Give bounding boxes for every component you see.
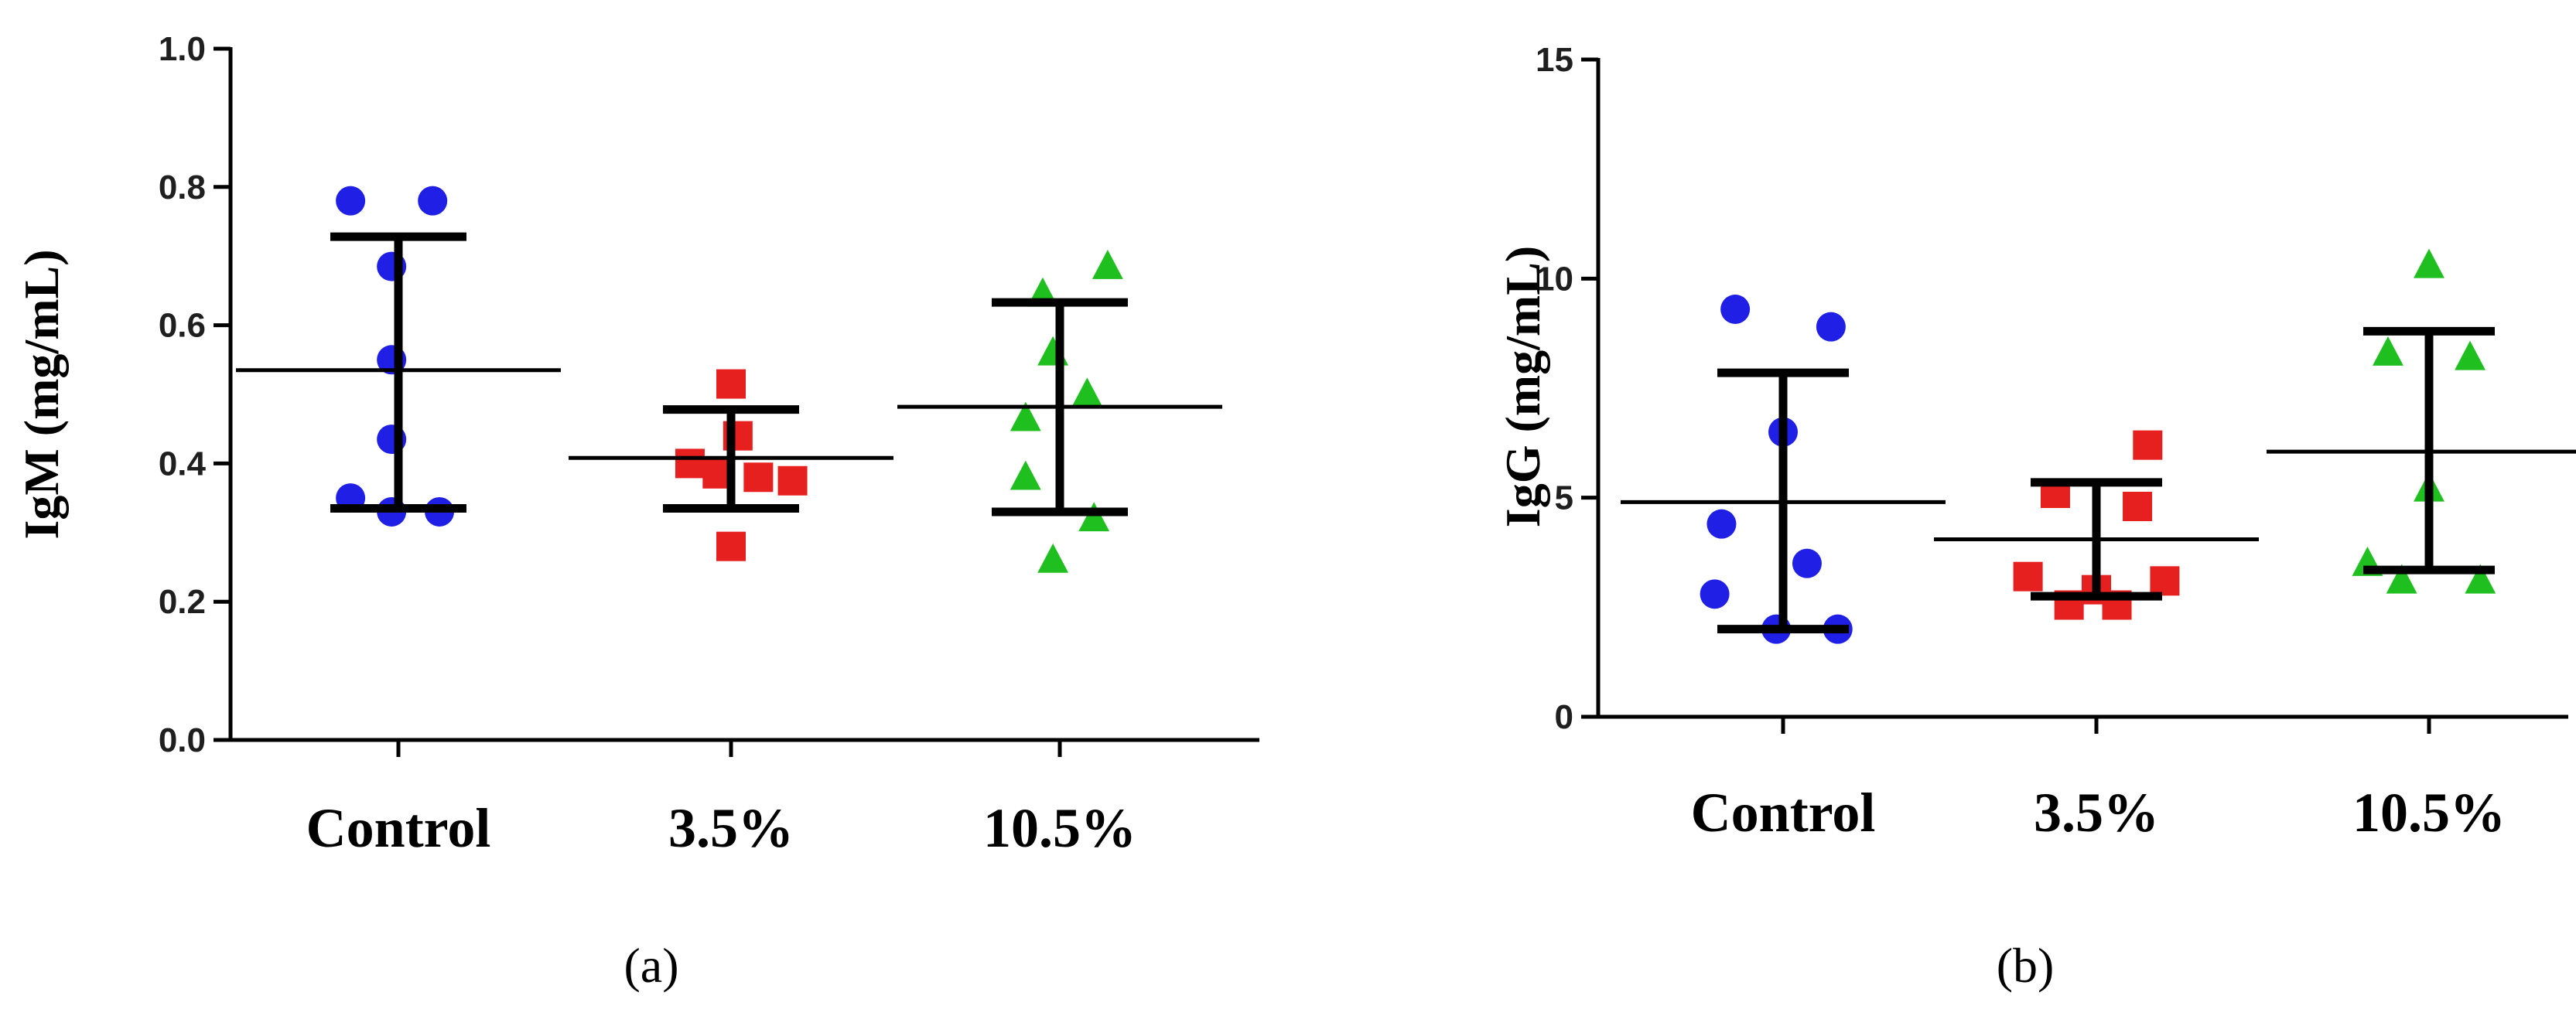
- panel-b-data-point: [1792, 548, 1822, 578]
- panel-b-data-point: [2465, 564, 2496, 594]
- panel-b-y-tick-label: 5: [1555, 479, 1573, 517]
- panel-a-y-tick-label: 0.6: [159, 307, 206, 345]
- panel-b-data-point: [2414, 248, 2444, 278]
- panel-b-data-point: [1720, 295, 1751, 324]
- panel-b-data-point: [2455, 340, 2485, 370]
- panel-a-data-point: [675, 448, 705, 479]
- panel-b-group-2: [1934, 430, 2259, 620]
- panel-b-x-tick-label: 3.5%: [2034, 782, 2159, 844]
- panel-b-data-point: [2373, 336, 2403, 366]
- panel-b-y-tick-label: 15: [1536, 41, 1573, 79]
- panel-b-y-axis-title: IgG (mg/mL): [1495, 246, 1550, 527]
- panel-b-data-point: [1700, 579, 1730, 609]
- panel-a-chart: 0.0 0.2 0.4 0.6 0.8 1.0 Control 3.5% 10.5% IgM (m…: [14, 30, 1259, 993]
- panel-a-data-point: [1078, 502, 1110, 532]
- panel-a-label: (a): [624, 938, 678, 993]
- panel-a-y-tick-label: 0.8: [159, 169, 206, 206]
- panel-a-data-point: [1071, 377, 1103, 407]
- panel-a-group-3: [897, 249, 1222, 573]
- panel-a-data-point: [1010, 460, 1041, 490]
- panel-a-data-point: [336, 186, 366, 216]
- panel-b-group-3: [2267, 248, 2576, 594]
- panel-a-y-tick-label: 1.0: [159, 30, 206, 68]
- panel-b-chart: 0 5 10 15 Control 3.5% 10.5% IgG (mg/mL) (b): [1495, 41, 2576, 993]
- panel-b-label: (b): [1997, 938, 2055, 993]
- panel-a-data-point: [743, 462, 774, 493]
- panel-b-data-point: [2133, 430, 2163, 460]
- panel-a-x-tick-label: 10.5%: [983, 797, 1136, 859]
- panel-a-data-point: [1037, 543, 1069, 573]
- panel-a-data-point: [716, 531, 746, 561]
- panel-a-x-tick-label: Control: [306, 797, 491, 859]
- panel-a-x-tick-label: 3.5%: [668, 797, 794, 859]
- panel-a-group-2: [569, 369, 893, 561]
- panel-a-data-point: [777, 465, 808, 496]
- panel-b-x-tick-label: Control: [1691, 782, 1876, 844]
- panel-b-data-point: [2013, 561, 2043, 592]
- panel-a-y-axis-title: IgM (mg/mL): [14, 249, 69, 539]
- panel-b-data-point: [1707, 509, 1737, 539]
- panel-b-x-tick-label: 10.5%: [2352, 782, 2506, 844]
- panel-a-data-point: [1092, 249, 1123, 279]
- panel-b-data-point: [2150, 566, 2180, 596]
- panel-b-group-1: [1621, 295, 1946, 644]
- panel-b-y-tick-label: 10: [1536, 260, 1573, 298]
- panel-a-y-tick-label: 0.4: [159, 445, 207, 482]
- panel-b-data-point: [2386, 564, 2417, 594]
- panel-a-y-tick-label: 0.0: [159, 721, 206, 759]
- panel-a-data-point: [418, 186, 448, 216]
- panel-a-data-point: [716, 369, 746, 399]
- panel-b-data-point: [1816, 312, 1846, 342]
- panel-b-y-tick-label: 0: [1555, 698, 1573, 736]
- panel-b-data-point: [2123, 492, 2153, 521]
- panel-a-y-tick-label: 0.2: [159, 583, 206, 621]
- panel-a-group-1: [236, 186, 561, 527]
- panel-a-data-point: [1010, 401, 1041, 431]
